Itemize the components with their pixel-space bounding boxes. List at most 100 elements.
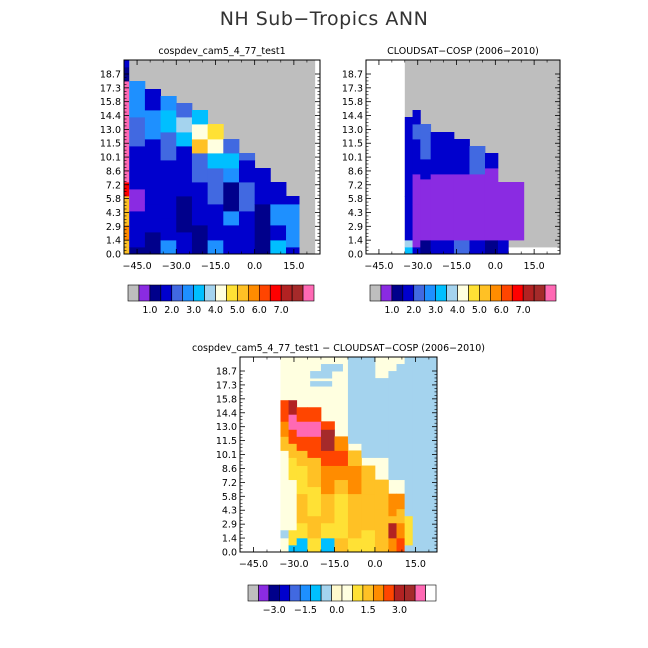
y-tick-label: 5.8 [106,194,121,205]
heatmap-cell [374,508,389,531]
heatmap-cell [176,132,193,147]
heatmap-cell [207,204,224,241]
heatmap-cell [270,182,287,205]
colorbar-swatch [182,284,194,302]
y-tick-label: 8.6 [348,166,363,177]
y-tick-label: 4.3 [222,506,237,517]
heatmap-cell [286,196,300,205]
heatmap-cell [296,436,308,451]
heatmap-cell [404,544,414,552]
heatmap-cell [296,421,308,437]
heatmap-cell [129,146,146,190]
colorbar-label: 3.0 [428,305,443,316]
heatmap-cell [144,204,161,233]
x-tick-label: 0.0 [488,261,503,272]
colorbar-label: 3.0 [392,605,407,616]
colorbar-swatch [352,584,364,602]
colorbar-swatch [237,284,249,302]
heatmap-cell [238,153,256,161]
heatmap-cell [320,465,335,495]
y-tick-label: 7.2 [222,478,237,489]
y-tick-label: 2.9 [222,520,237,531]
heatmap-cell [334,450,349,466]
y-tick-label: 10.1 [216,450,237,461]
colorbar-swatch [258,284,271,302]
y-tick-label: 14.4 [216,408,237,419]
heatmap-cell [469,174,486,241]
heatmap-cell [307,421,322,437]
y-tick-label: 18.7 [216,367,237,378]
x-tick-label: 15.0 [524,261,545,272]
y-tick-label: 10.1 [342,153,363,164]
heatmap-cell [223,139,240,154]
y-tick-label: 17.3 [100,83,121,94]
y-tick-label: 13.0 [342,125,363,136]
y-tick-label: 8.6 [106,166,121,177]
heatmap-cell [191,153,209,183]
heatmap-cell [404,117,413,197]
heatmap-cell [288,457,298,481]
heatmap-cell [484,240,499,254]
heatmap-cell [176,117,193,133]
heatmap-cell [310,381,333,387]
colorbar-label: 3.0 [186,305,201,316]
colorbar-swatch [457,284,469,302]
colorbar-label: 0.0 [329,605,344,616]
y-tick-label: 11.5 [100,139,121,150]
colorbar-swatch [373,584,385,602]
y-tick-label: 10.1 [100,153,121,164]
heatmap-cell [160,160,177,219]
heatmap-cell [347,357,362,444]
heatmap-cell [404,196,413,241]
heatmap-cell [124,225,130,241]
colorbar-label: −1.5 [294,605,317,616]
colorbar-swatch [404,584,416,602]
heatmap-cell [320,537,335,552]
colorbar-label: 7.0 [274,305,289,316]
y-tick-label: 7.2 [106,180,121,191]
colorbar-swatch [258,584,270,602]
colorbar-label: 7.0 [516,305,531,316]
x-tick-label: −30.0 [279,559,308,570]
colorbar-swatch [424,284,436,302]
colorbar-swatch [302,284,315,302]
heatmap-cell [361,529,376,552]
panel-diff: cospdev_cam5_4_77_test1 − CLOUDSAT−COSP … [192,343,485,616]
y-tick-label: 1.4 [348,236,363,247]
colorbar-swatch [468,284,480,302]
heatmap-cell [288,479,298,531]
colorbar-swatch [247,584,259,602]
heatmap-cell [430,132,455,175]
heatmap-cell [412,124,421,140]
colorbar-swatch [299,584,311,602]
heatmap-cell [388,371,397,481]
heatmap-cell [144,232,161,254]
heatmap-cell [347,493,362,539]
heatmap-cell [334,493,349,539]
y-tick-label: 1.4 [222,534,237,545]
heatmap-cell [404,247,413,254]
heatmap-cell [430,240,455,254]
heatmap-cell [144,139,161,205]
colorbar-swatch [226,284,238,302]
colorbar-label: 6.0 [494,305,509,316]
heatmap-cell [412,247,421,254]
heatmap-cell [129,211,146,248]
heatmap-cell [469,240,486,254]
heatmap-cells [124,60,316,254]
heatmap-cell [374,378,389,458]
page-title: NH Sub−Tropics ANN [219,8,429,30]
colorbar-swatch [522,284,535,302]
heatmap-cell [124,196,130,226]
heatmap-cell [420,179,432,241]
heatmap-cell [286,204,300,248]
colorbar-swatch [160,284,173,302]
heatmap-cell [374,479,389,510]
heatmap-cell [307,407,322,422]
heatmap-cell [334,465,349,481]
x-tick-label: −45.0 [123,261,152,272]
heatmap-cell [412,139,421,175]
heatmap-cell [207,124,224,140]
y-tick-label: 15.8 [342,97,363,108]
heatmap-cell [296,450,308,466]
